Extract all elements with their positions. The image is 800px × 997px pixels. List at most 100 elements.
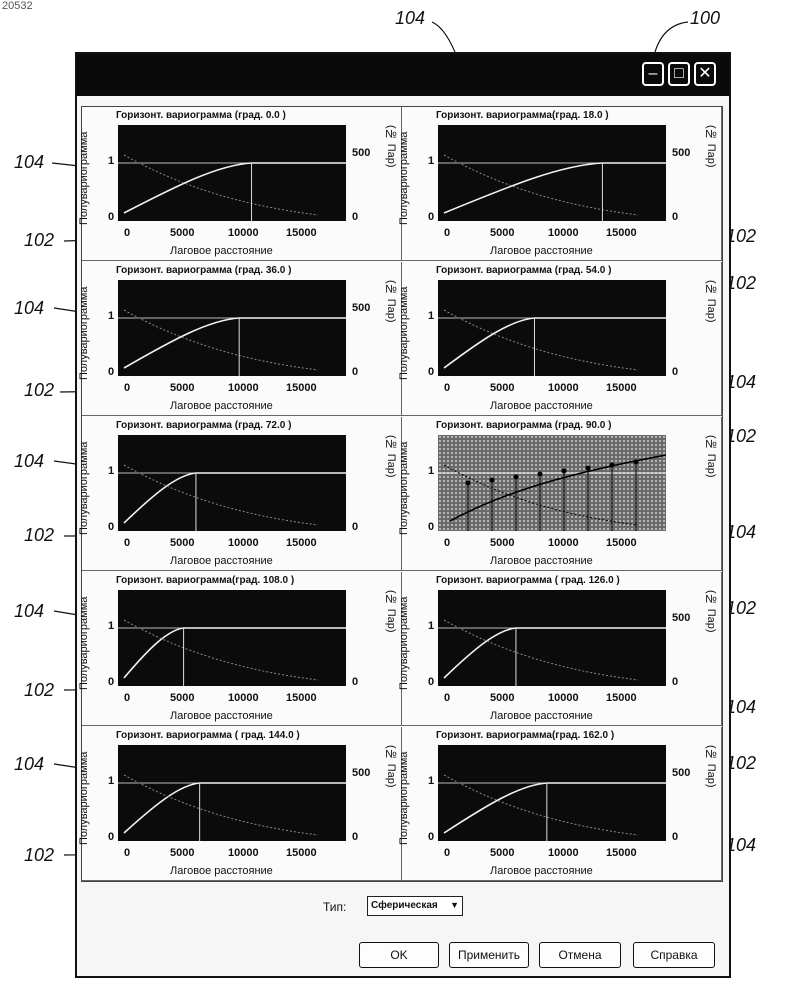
variogram-plot	[438, 590, 666, 686]
y2-tick-label: 500	[672, 612, 690, 624]
pairs-curve	[124, 310, 318, 370]
x-tick-label: 10000	[228, 692, 259, 704]
y-tick-label: 0	[108, 211, 114, 223]
variogram-curve	[118, 590, 346, 686]
x-tick-label: 0	[444, 382, 450, 394]
y2-axis-label: (№ Пар)	[385, 745, 397, 788]
cancel-button[interactable]: Отмена	[539, 942, 621, 968]
y2-axis-label: (№ Пар)	[705, 280, 717, 323]
y2-tick-label: 500	[352, 302, 370, 314]
x-axis-label: Лаговое расстояние	[170, 555, 273, 567]
model-type-select[interactable]: Сферическая ▼	[367, 896, 463, 916]
model-type-value: Сферическая	[371, 900, 438, 911]
y2-tick-label: 0	[672, 211, 678, 223]
variogram-plot	[118, 435, 346, 531]
x-tick-label: 10000	[548, 847, 579, 859]
pairs-curve	[444, 620, 638, 680]
x-tick-label: 0	[124, 382, 130, 394]
variogram-curve	[118, 435, 346, 531]
x-tick-label: 10000	[228, 382, 259, 394]
y-tick-label: 0	[428, 211, 434, 223]
model-curve	[124, 318, 346, 368]
y-axis-label: Полувариограмма	[398, 597, 410, 690]
x-tick-label: 15000	[606, 382, 637, 394]
callout-102: 102	[24, 845, 54, 866]
panel-title: Горизонт. вариограмма ( град. 126.0 )	[436, 575, 620, 586]
x-tick-label: 10000	[548, 382, 579, 394]
variogram-curve	[438, 280, 666, 376]
y2-tick-label: 0	[352, 521, 358, 533]
y2-axis-label: (№ Пар)	[385, 435, 397, 478]
minimize-icon: –	[649, 65, 658, 82]
experimental-point	[610, 463, 615, 468]
x-axis-label: Лаговое расстояние	[490, 555, 593, 567]
close-icon: ✕	[698, 65, 711, 82]
callout-102: 102	[24, 680, 54, 701]
experimental-point	[562, 469, 567, 474]
y2-tick-label: 500	[672, 767, 690, 779]
type-label: Тип:	[323, 900, 346, 914]
x-tick-label: 5000	[490, 537, 514, 549]
x-tick-label: 5000	[170, 692, 194, 704]
experimental-point	[466, 481, 471, 486]
y-tick-label: 0	[108, 676, 114, 688]
variogram-curve	[438, 745, 666, 841]
variogram-curve	[438, 435, 666, 531]
callout-102: 102	[24, 380, 54, 401]
y-tick-label: 0	[428, 831, 434, 843]
x-axis-label: Лаговое расстояние	[490, 865, 593, 877]
callout-104: 104	[395, 8, 425, 29]
y2-tick-label: 500	[352, 767, 370, 779]
y-axis-label: Полувариограмма	[78, 132, 90, 225]
experimental-point	[538, 472, 543, 477]
pairs-curve	[124, 620, 318, 680]
variogram-curve	[438, 125, 666, 221]
x-tick-label: 15000	[606, 847, 637, 859]
y-tick-label: 1	[428, 310, 434, 322]
x-tick-label: 10000	[548, 227, 579, 239]
y2-axis-label: (№ Пар)	[705, 125, 717, 168]
variogram-curve	[438, 590, 666, 686]
callout-104: 104	[14, 601, 44, 622]
panel-title: Горизонт. вариограмма(град. 108.0 )	[116, 575, 294, 586]
x-tick-label: 10000	[228, 537, 259, 549]
model-curve	[124, 628, 346, 678]
x-tick-label: 5000	[170, 227, 194, 239]
close-button[interactable]: ✕	[694, 62, 716, 86]
y-tick-label: 1	[108, 775, 114, 787]
x-axis-label: Лаговое расстояние	[170, 865, 273, 877]
apply-button[interactable]: Применить	[449, 942, 529, 968]
y-tick-label: 1	[428, 620, 434, 632]
panel-title: Горизонт. вариограмма (град. 90.0 )	[436, 420, 611, 431]
chevron-down-icon: ▼	[450, 900, 459, 910]
y-tick-label: 1	[428, 775, 434, 787]
x-axis-label: Лаговое расстояние	[490, 245, 593, 257]
panel-title: Горизонт. вариограмма ( град. 144.0 )	[116, 730, 300, 741]
callout-104: 104	[14, 298, 44, 319]
minimize-button[interactable]: –	[642, 62, 664, 86]
y-tick-label: 1	[428, 465, 434, 477]
y2-tick-label: 0	[352, 211, 358, 223]
x-tick-label: 0	[124, 537, 130, 549]
y2-tick-label: 500	[672, 147, 690, 159]
panel-title: Горизонт. вариограмма(град. 162.0 )	[436, 730, 614, 741]
y-tick-label: 1	[428, 155, 434, 167]
ok-button[interactable]: OK	[359, 942, 439, 968]
callout-104: 104	[14, 754, 44, 775]
x-tick-label: 10000	[228, 227, 259, 239]
y-axis-label: Полувариограмма	[398, 132, 410, 225]
y2-axis-label: (№ Пар)	[705, 435, 717, 478]
x-axis-label: Лаговое расстояние	[170, 710, 273, 722]
panel-title: Горизонт. вариограмма (град. 54.0 )	[436, 265, 611, 276]
x-tick-label: 5000	[490, 382, 514, 394]
maximize-button[interactable]: □	[668, 62, 690, 86]
panel-title: Горизонт. вариограмма (град. 72.0 )	[116, 420, 291, 431]
title-bar[interactable]: – □ ✕	[77, 54, 729, 96]
x-axis-label: Лаговое расстояние	[170, 400, 273, 412]
document-number: 20532	[2, 0, 33, 12]
experimental-point	[586, 466, 591, 471]
help-button[interactable]: Справка	[633, 942, 715, 968]
callout-104: 104	[14, 451, 44, 472]
variogram-dialog: – □ ✕ Горизонт. вариограмма (град. 0.0 )…	[75, 52, 731, 978]
callout-104: 104	[14, 152, 44, 173]
